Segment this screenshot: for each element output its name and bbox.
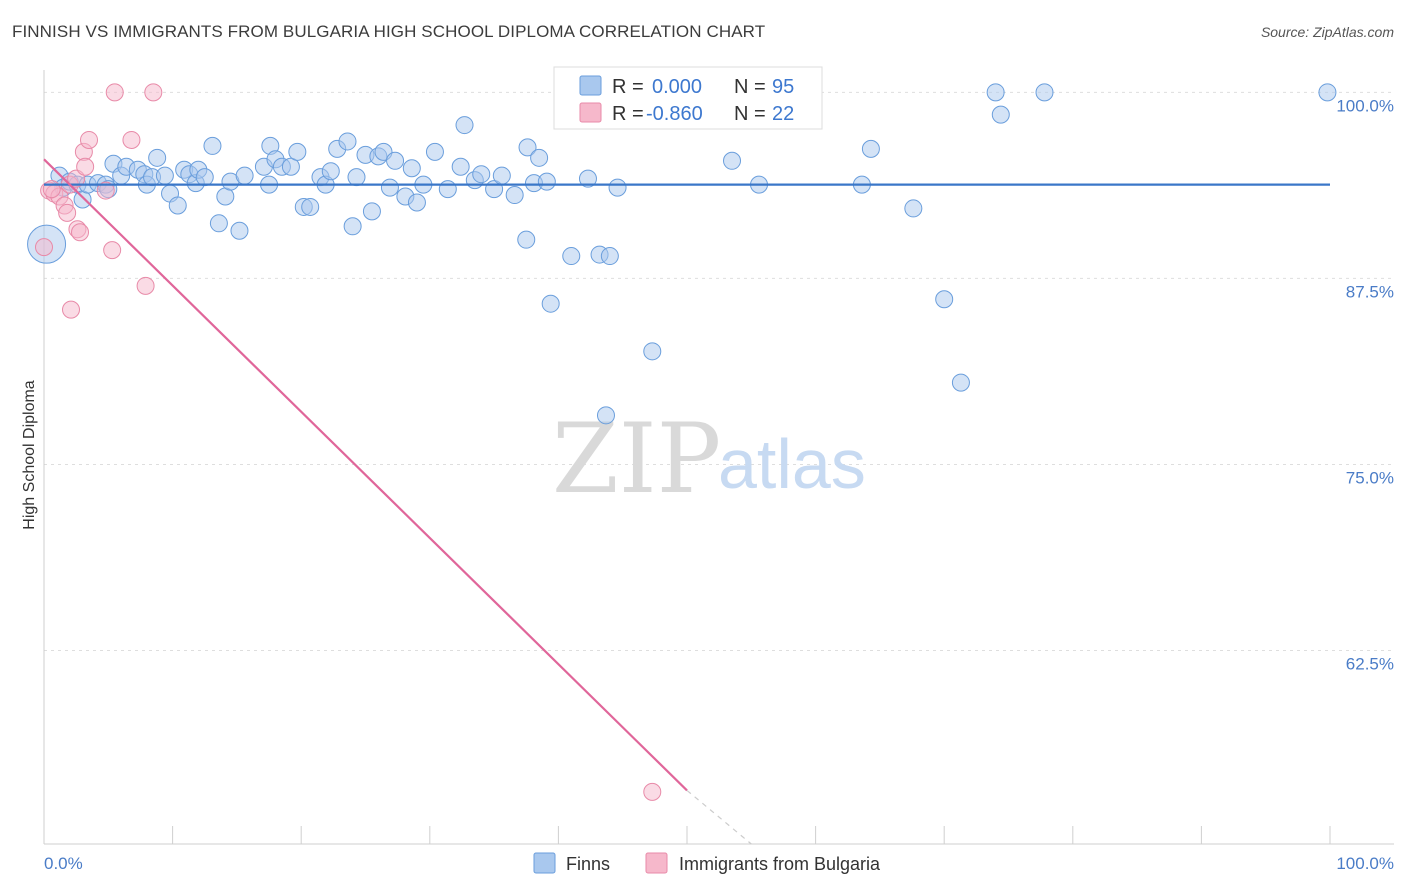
stats-legend-r-label-bulgaria: R = [612,103,644,125]
finns-point-20 [168,196,187,215]
chart-title: FINNISH VS IMMIGRANTS FROM BULGARIA HIGH… [12,22,766,41]
bulgaria-point-15 [103,241,122,260]
finns-point-76 [596,406,615,425]
finns-point-26 [203,136,222,155]
bottom-legend: Finns Immigrants from Bulgaria [533,852,881,874]
stats-legend-r-value-finns: 0.000 [652,76,702,98]
bulgaria-point-7 [62,300,81,319]
bulgaria-trend-extension [686,789,752,845]
finns-point-31 [235,166,254,185]
legend-swatch-finns [533,852,556,874]
stats-legend-swatch-bulgaria [579,102,602,123]
finns-point-91 [991,105,1010,124]
finns-point-40 [301,197,320,216]
finns-point-89 [951,373,970,392]
stats-legend-n-label-finns: N = [734,76,766,98]
bulgaria-point-10 [71,223,90,242]
x-tick-label-min: 0.0% [44,854,83,873]
finns-point-78 [608,178,627,197]
finns-point-61 [455,116,474,135]
watermark: ZIP atlas [552,403,866,515]
y-axis-label: High School Diploma [21,380,38,530]
stats-legend-n-value-finns: 95 [772,76,794,98]
finns-point-49 [362,202,381,221]
finns-point-88 [935,290,954,309]
stats-legend: R = 0.000 N = 95 R = -0.860 N = 22 [553,66,823,130]
finns-point-37 [281,157,300,176]
bulgaria-point-12 [76,157,95,176]
bulgaria-point-20 [643,782,662,801]
finns-point-72 [541,294,560,313]
bulgaria-point-13 [80,130,99,149]
y-tick-label-1: 87.5% [1346,282,1394,301]
legend-label-finns: Finns [566,854,610,874]
legend-label-bulgaria: Immigrants from Bulgaria [679,854,881,874]
stats-legend-r-value-bulgaria: -0.860 [646,103,703,125]
finns-point-77 [600,247,619,266]
finns-point-17 [148,148,167,167]
watermark-atlas: atlas [718,425,866,503]
bulgaria-point-17 [122,130,141,149]
finns-point-90 [986,83,1005,102]
finns-point-27 [209,214,228,233]
stats-legend-n-value-bulgaria: 22 [772,103,794,125]
y-tick-label-2: 75.0% [1346,468,1394,487]
x-tick-label-max: 100.0% [1336,854,1394,873]
y-tick-label-0: 100.0% [1336,96,1394,115]
finns-point-38 [288,142,307,161]
bulgaria-point-18 [136,276,155,295]
x-axis-ticks [43,826,1331,844]
finns-point-25 [195,168,214,187]
bulgaria-point-19 [144,83,163,102]
finns-point-79 [643,342,662,361]
bulgaria-point-14 [96,181,115,200]
finns-point-53 [386,151,405,170]
finns-point-87 [904,199,923,218]
finns-point-65 [492,166,511,185]
finns-point-60 [451,157,470,176]
finns-point-92 [1035,83,1054,102]
finns-point-67 [517,230,536,249]
bulgaria-point-21 [42,180,61,199]
finns-point-70 [530,148,549,167]
finns-point-59 [438,180,457,199]
finns-point-86 [861,139,880,158]
finns-point-58 [425,142,444,161]
finns-point-80 [723,151,742,170]
trend-lines [43,158,1330,845]
y-tick-labels: 100.0% 87.5% 75.0% 62.5% [1336,96,1394,673]
stats-legend-n-label-bulgaria: N = [734,103,766,125]
legend-swatch-bulgaria [645,852,668,874]
bulgaria-trend-line [43,158,688,792]
bulgaria-point-8 [67,169,86,188]
finns-point-30 [230,221,249,240]
bulgaria-point-5 [58,203,77,222]
finns-point-66 [505,186,524,205]
y-tick-label-3: 62.5% [1346,655,1394,674]
finns-point-52 [380,178,399,197]
finns-point-43 [321,162,340,181]
finns-point-56 [407,193,426,212]
finns-point-73 [562,247,581,266]
source-label: Source: ZipAtlas.com [1260,24,1394,40]
finns-point-68 [518,138,537,157]
finns-point-45 [338,132,357,151]
finns-point-46 [343,217,362,236]
stats-legend-r-label-finns: R = [612,76,644,98]
finns-point-93 [1318,83,1337,102]
finns-point-71 [537,172,556,191]
stats-legend-swatch-finns [579,75,602,96]
finns-point-47 [347,168,366,187]
finns-point-74 [578,169,597,188]
finns-point-18 [155,166,174,185]
bulgaria-point-16 [105,83,124,102]
finns-point-55 [402,159,421,178]
finns-point-63 [472,165,491,184]
watermark-zip: ZIP [552,403,721,515]
bulgaria-point-0 [35,238,53,257]
